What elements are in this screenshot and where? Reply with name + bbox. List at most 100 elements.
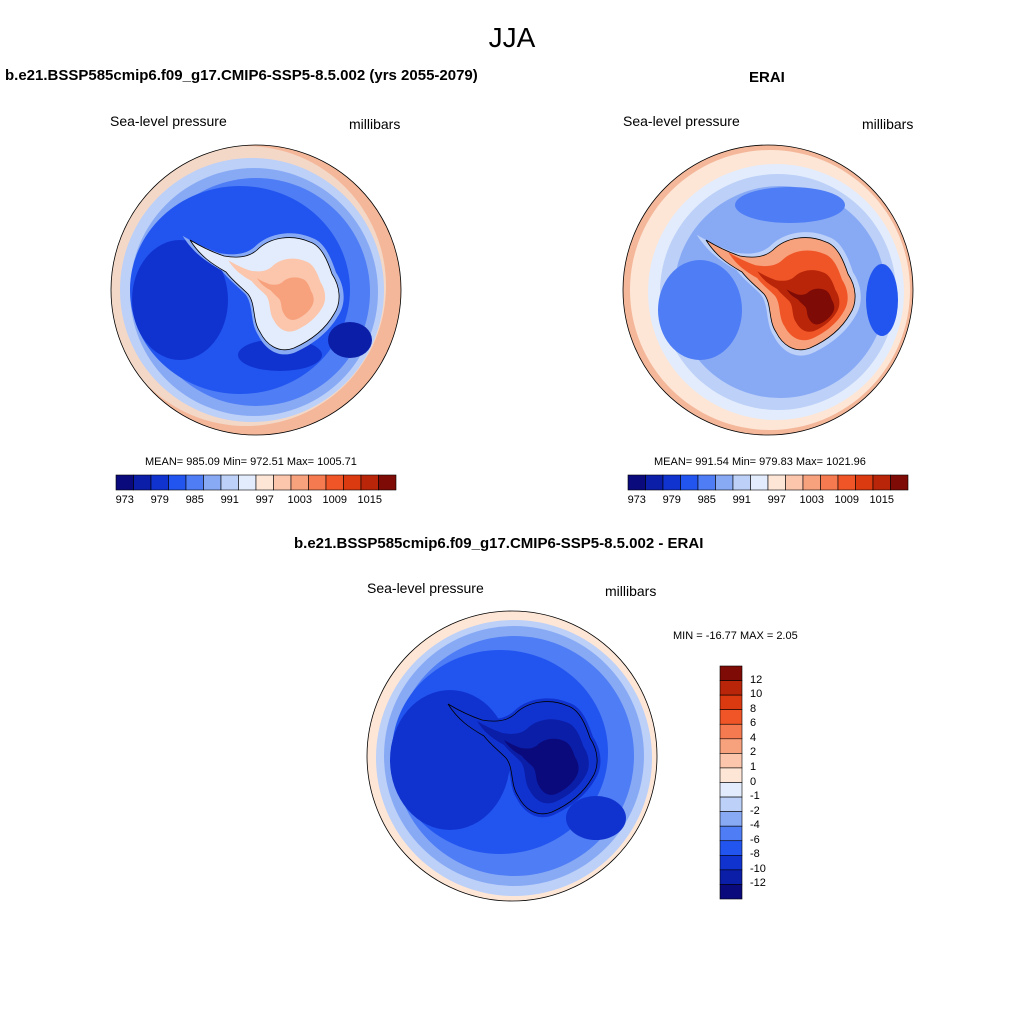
colorbar-box bbox=[785, 474, 804, 491]
colorbar-tick-label: -12 bbox=[750, 877, 766, 890]
colorbar-box bbox=[750, 474, 769, 491]
colorbar-tick-label: -10 bbox=[750, 862, 766, 875]
colorbar-box bbox=[627, 474, 646, 491]
colorbar-box bbox=[325, 474, 344, 491]
colorbar-box bbox=[150, 474, 169, 491]
units-label-model: millibars bbox=[349, 116, 401, 132]
colorbar-tick-label: 973 bbox=[627, 494, 646, 506]
colorbar-tick-label: -1 bbox=[750, 790, 760, 803]
colorbar-tick-label: 1009 bbox=[834, 494, 859, 506]
colorbar-box bbox=[719, 811, 743, 827]
colorbar-box bbox=[220, 474, 239, 491]
panel-title-diff: b.e21.BSSP585cmip6.f09_g17.CMIP6-SSP5-8.… bbox=[294, 535, 704, 552]
colorbar-tick-label: 991 bbox=[220, 494, 239, 506]
colorbar-tick-label: 1009 bbox=[322, 494, 347, 506]
colorbar-tick-label: 1003 bbox=[287, 494, 312, 506]
colorbar-tick-label: 973 bbox=[115, 494, 134, 506]
map-diff bbox=[367, 611, 657, 901]
colorbar-box bbox=[290, 474, 309, 491]
colorbar-tick-label: 10 bbox=[750, 688, 763, 701]
colorbar-box bbox=[255, 474, 274, 491]
colorbar-tick-label: -8 bbox=[750, 848, 760, 861]
colorbar-tick-label: 1015 bbox=[869, 494, 894, 506]
figure-title: JJA bbox=[488, 22, 536, 53]
colorbar-model bbox=[115, 474, 397, 491]
colorbar-box bbox=[872, 474, 891, 491]
colorbar-tick-label: 1003 bbox=[799, 494, 824, 506]
colorbar-box bbox=[719, 840, 743, 856]
colorbar-tick-label: 985 bbox=[697, 494, 716, 506]
colorbar-box bbox=[719, 855, 743, 871]
colorbar-box bbox=[168, 474, 187, 491]
colorbar-tick-label: 2 bbox=[750, 746, 757, 759]
colorbar-box bbox=[837, 474, 856, 491]
colorbar-box bbox=[719, 796, 743, 812]
colorbar-diff bbox=[719, 665, 743, 900]
colorbar-box bbox=[360, 474, 379, 491]
colorbar-tick-label: 4 bbox=[750, 731, 757, 744]
colorbar-box bbox=[697, 474, 716, 491]
colorbar-tick-label: 979 bbox=[150, 494, 169, 506]
stats-diff: MIN = -16.77 MAX = 2.05 bbox=[673, 630, 798, 642]
colorbar-box bbox=[719, 709, 743, 725]
units-label-diff: millibars bbox=[605, 583, 657, 599]
colorbar-box bbox=[719, 680, 743, 696]
colorbar-tick-label: -6 bbox=[750, 833, 760, 846]
variable-label-model: Sea-level pressure bbox=[110, 113, 227, 129]
map-erai-border bbox=[622, 144, 914, 436]
map-model-border bbox=[110, 144, 402, 436]
colorbar-box bbox=[645, 474, 664, 491]
map-erai bbox=[623, 145, 913, 435]
map-diff-border bbox=[366, 610, 658, 902]
colorbar-tick-label: -4 bbox=[750, 819, 760, 832]
colorbar-box bbox=[719, 753, 743, 769]
colorbar-box bbox=[343, 474, 362, 491]
colorbar-box bbox=[115, 474, 134, 491]
panel-title-model: b.e21.BSSP585cmip6.f09_g17.CMIP6-SSP5-8.… bbox=[5, 67, 478, 84]
colorbar-box bbox=[378, 474, 397, 491]
map-model bbox=[111, 145, 401, 435]
colorbar-box bbox=[890, 474, 909, 491]
colorbar-box bbox=[308, 474, 327, 491]
colorbar-tick-label: -2 bbox=[750, 804, 760, 817]
colorbar-box bbox=[719, 825, 743, 842]
colorbar-box bbox=[802, 474, 821, 491]
colorbar-tick-label: 6 bbox=[750, 717, 757, 730]
colorbar-tick-label: 997 bbox=[255, 494, 274, 506]
colorbar-box bbox=[680, 474, 699, 491]
colorbar-box bbox=[719, 738, 743, 754]
colorbar-erai bbox=[627, 474, 909, 491]
colorbar-box bbox=[855, 474, 874, 491]
panel-title-erai: ERAI bbox=[749, 69, 785, 86]
colorbar-box bbox=[203, 474, 222, 491]
colorbar-box bbox=[820, 474, 839, 491]
colorbar-box bbox=[238, 474, 257, 491]
colorbar-box bbox=[719, 782, 743, 798]
variable-label-diff: Sea-level pressure bbox=[367, 580, 484, 596]
colorbar-box bbox=[719, 665, 743, 681]
colorbar-tick-label: 0 bbox=[750, 775, 757, 788]
stats-erai: MEAN= 991.54 Min= 979.83 Max= 1021.96 bbox=[654, 456, 866, 468]
colorbar-tick-label: 8 bbox=[750, 702, 757, 715]
colorbar-box bbox=[273, 474, 292, 491]
colorbar-tick-label: 1 bbox=[750, 760, 757, 773]
colorbar-box bbox=[719, 694, 743, 710]
colorbar-box bbox=[185, 474, 204, 491]
colorbar-box bbox=[715, 474, 734, 491]
colorbar-tick-label: 979 bbox=[662, 494, 681, 506]
colorbar-tick-label: 985 bbox=[185, 494, 204, 506]
colorbar-box bbox=[719, 767, 743, 783]
colorbar-box bbox=[662, 474, 681, 491]
units-label-erai: millibars bbox=[862, 116, 914, 132]
stats-model: MEAN= 985.09 Min= 972.51 Max= 1005.71 bbox=[145, 456, 357, 468]
colorbar-box bbox=[133, 474, 152, 491]
variable-label-erai: Sea-level pressure bbox=[623, 113, 740, 129]
colorbar-tick-label: 991 bbox=[732, 494, 751, 506]
colorbar-tick-label: 1015 bbox=[357, 494, 382, 506]
colorbar-box bbox=[719, 869, 743, 885]
colorbar-box bbox=[732, 474, 751, 491]
colorbar-tick-label: 997 bbox=[767, 494, 786, 506]
colorbar-box bbox=[719, 723, 743, 740]
colorbar-tick-label: 12 bbox=[750, 673, 763, 686]
